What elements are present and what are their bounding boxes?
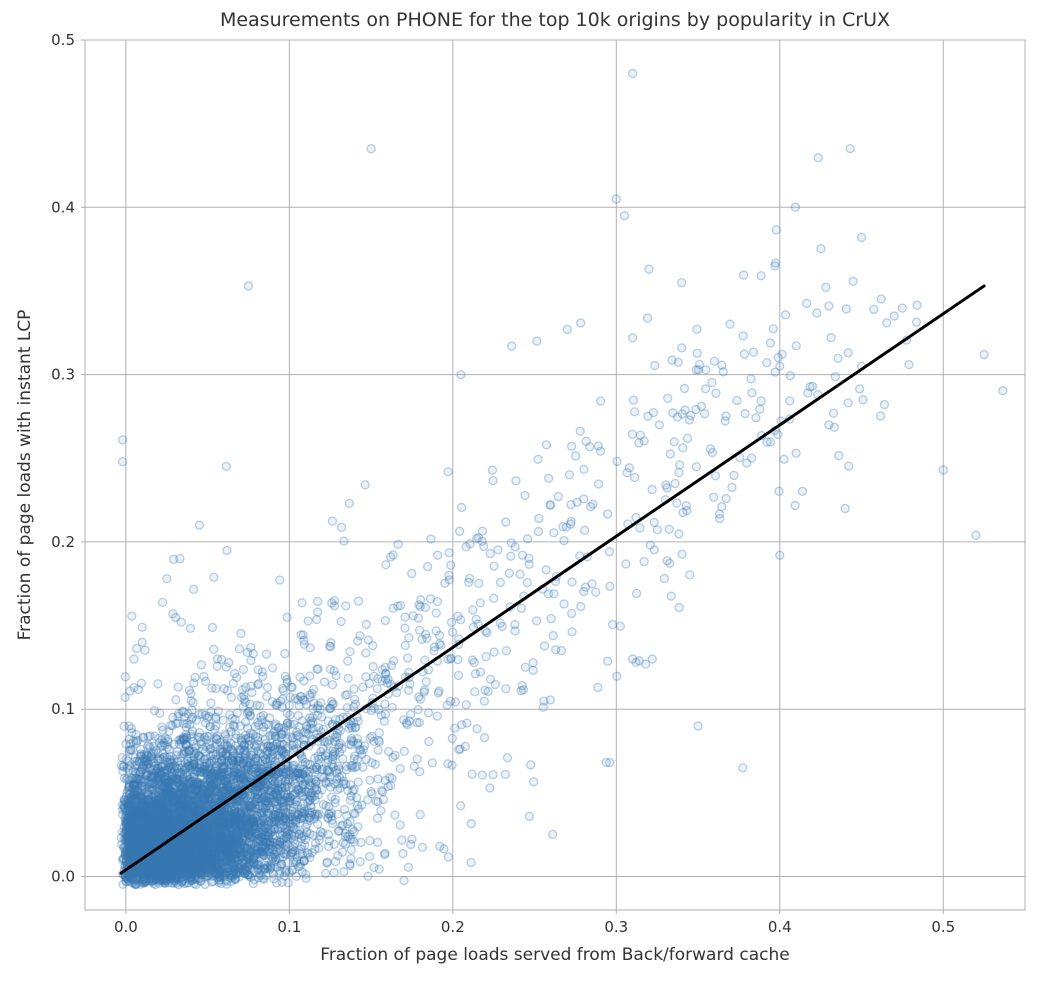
- y-tick-label: 0.3: [51, 366, 75, 384]
- chart-title: Measurements on PHONE for the top 10k or…: [220, 9, 890, 31]
- chart-svg: 0.0 0.1 0.2 0.3 0.4 0.5 0.0 0.1 0.2 0.3 0.4 0.5 Frac…: [0, 0, 1044, 988]
- y-axis-label: Fraction of page loads with instant LCP: [15, 310, 35, 641]
- x-axis-label: Fraction of page loads served from Back/…: [320, 945, 789, 965]
- x-tick-label: 0.4: [768, 918, 792, 936]
- x-tick-label: 0.1: [277, 918, 301, 936]
- y-tick-label: 0.0: [51, 868, 75, 886]
- x-tick-label: 0.0: [114, 918, 138, 936]
- y-tick-label: 0.2: [51, 533, 75, 551]
- y-tick-label: 0.1: [51, 700, 75, 718]
- y-tick-label: 0.5: [51, 31, 75, 49]
- x-tick-label: 0.2: [441, 918, 465, 936]
- scatter-chart: 0.0 0.1 0.2 0.3 0.4 0.5 0.0 0.1 0.2 0.3 0.4 0.5 Frac…: [0, 0, 1044, 988]
- x-tick-label: 0.3: [604, 918, 628, 936]
- y-tick-label: 0.4: [51, 198, 75, 216]
- x-tick-label: 0.5: [931, 918, 955, 936]
